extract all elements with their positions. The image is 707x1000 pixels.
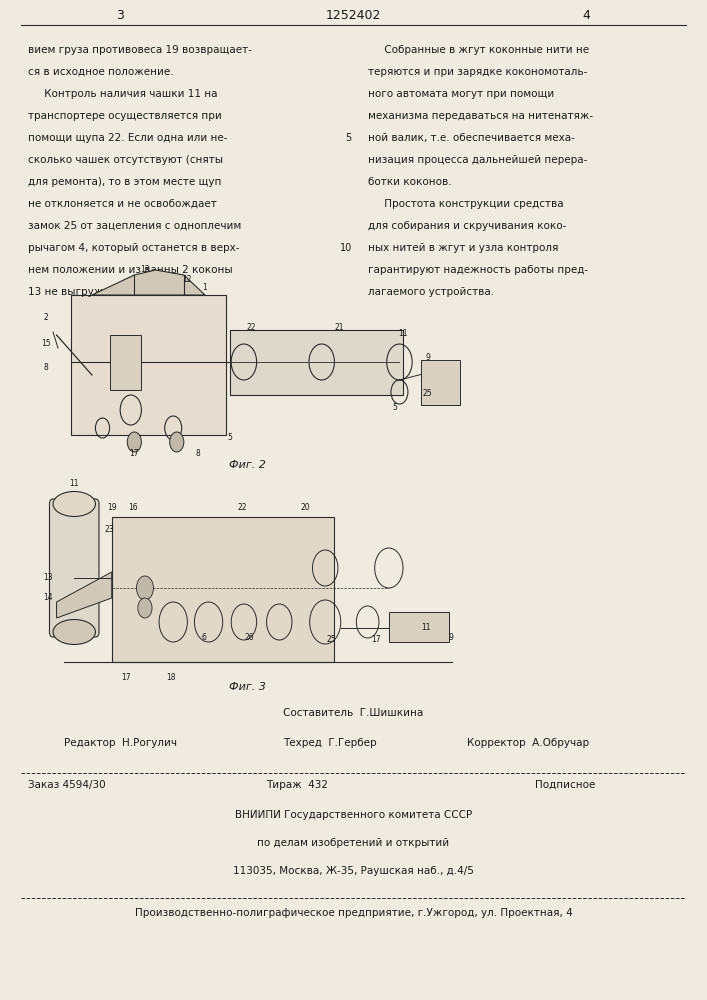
Text: Составитель  Г.Шишкина: Составитель Г.Шишкина (284, 708, 423, 718)
FancyBboxPatch shape (389, 612, 449, 642)
Text: 12: 12 (182, 275, 192, 284)
Text: 15: 15 (41, 338, 51, 348)
Text: рычагом 4, который останется в верх-: рычагом 4, который останется в верх- (28, 243, 240, 253)
Text: 20: 20 (300, 504, 310, 512)
Text: 13: 13 (43, 574, 53, 582)
FancyBboxPatch shape (230, 330, 403, 395)
Text: 2: 2 (44, 314, 48, 322)
Polygon shape (57, 572, 112, 618)
Text: 23: 23 (105, 526, 115, 534)
Text: 10: 10 (340, 243, 353, 253)
Text: 26: 26 (244, 634, 254, 643)
Text: замок 25 от зацепления с одноплечим: замок 25 от зацепления с одноплечим (28, 221, 242, 231)
Text: 16: 16 (128, 504, 138, 512)
Text: 17: 17 (371, 636, 381, 645)
Text: 5: 5 (228, 434, 232, 442)
Text: Тираж  432: Тираж 432 (266, 780, 328, 790)
Text: 11: 11 (421, 624, 431, 633)
Circle shape (138, 598, 152, 618)
Text: 11: 11 (69, 479, 79, 488)
Text: 5: 5 (392, 403, 397, 412)
Text: 25: 25 (326, 636, 336, 645)
Text: Фиг. 2: Фиг. 2 (229, 460, 266, 470)
Text: Производственно-полиграфическое предприятие, г.Ужгород, ул. Проектная, 4: Производственно-полиграфическое предприя… (134, 908, 573, 918)
Circle shape (127, 432, 141, 452)
Text: вием груза противовеса 19 возвращает-: вием груза противовеса 19 возвращает- (28, 45, 252, 55)
Text: Простота конструкции средства: Простота конструкции средства (368, 199, 563, 209)
Text: 21: 21 (334, 324, 344, 332)
Text: 8: 8 (44, 363, 48, 372)
Text: низация процесса дальнейшей перера-: низация процесса дальнейшей перера- (368, 155, 587, 165)
Text: 6: 6 (201, 634, 206, 643)
Text: 5: 5 (346, 133, 351, 143)
Text: 8: 8 (196, 448, 200, 458)
Polygon shape (92, 270, 205, 295)
Text: 13 не выгружаются.: 13 не выгружаются. (28, 287, 140, 297)
Text: 17: 17 (129, 448, 139, 458)
Text: сколько чашек отсутствуют (сняты: сколько чашек отсутствуют (сняты (28, 155, 223, 165)
Text: не отклоняется и не освобождает: не отклоняется и не освобождает (28, 199, 217, 209)
Text: ных нитей в жгут и узла контроля: ных нитей в жгут и узла контроля (368, 243, 558, 253)
Text: 113035, Москва, Ж-35, Раушская наб., д.4/5: 113035, Москва, Ж-35, Раушская наб., д.4… (233, 866, 474, 876)
Text: Контроль наличия чашки 11 на: Контроль наличия чашки 11 на (28, 89, 218, 99)
Text: ся в исходное положение.: ся в исходное положение. (28, 67, 174, 77)
Ellipse shape (53, 619, 95, 645)
Text: помощи щупа 22. Если одна или не-: помощи щупа 22. Если одна или не- (28, 133, 228, 143)
Text: 22: 22 (246, 324, 256, 332)
Text: 13: 13 (140, 265, 150, 274)
Text: ботки коконов.: ботки коконов. (368, 177, 451, 187)
Text: лагаемого устройства.: лагаемого устройства. (368, 287, 493, 297)
Text: 9: 9 (449, 634, 453, 643)
Text: Редактор  Н.Рогулич: Редактор Н.Рогулич (64, 738, 177, 748)
Text: для собирания и скручивания коко-: для собирания и скручивания коко- (368, 221, 566, 231)
Text: Фиг. 3: Фиг. 3 (229, 682, 266, 692)
Text: 22: 22 (237, 504, 247, 512)
Circle shape (170, 432, 184, 452)
FancyBboxPatch shape (112, 517, 334, 662)
Text: по делам изобретений и открытий: по делам изобретений и открытий (257, 838, 450, 848)
Text: Подписное: Подписное (535, 780, 596, 790)
Text: Корректор  А.Обручар: Корректор А.Обручар (467, 738, 589, 748)
Text: транспортере осуществляется при: транспортере осуществляется при (28, 111, 222, 121)
Text: 14: 14 (43, 593, 53, 602)
Text: механизма передаваться на нитенатяж-: механизма передаваться на нитенатяж- (368, 111, 592, 121)
Text: Техред  Г.Гербер: Техред Г.Гербер (283, 738, 376, 748)
Text: Собранные в жгут коконные нити не: Собранные в жгут коконные нити не (368, 45, 589, 55)
Text: гарантируют надежность работы пред-: гарантируют надежность работы пред- (368, 265, 588, 275)
FancyBboxPatch shape (71, 295, 226, 435)
Text: 19: 19 (107, 504, 117, 512)
Text: Заказ 4594/30: Заказ 4594/30 (28, 780, 106, 790)
Text: 11: 11 (398, 328, 408, 338)
Text: ного автомата могут при помощи: ного автомата могут при помощи (368, 89, 554, 99)
Circle shape (136, 576, 153, 600)
Text: ВНИИПИ Государственного комитета СССР: ВНИИПИ Государственного комитета СССР (235, 810, 472, 820)
Text: ной валик, т.е. обеспечивается меха-: ной валик, т.е. обеспечивается меха- (368, 133, 575, 143)
Text: для ремонта), то в этом месте щуп: для ремонта), то в этом месте щуп (28, 177, 222, 187)
Text: 1: 1 (203, 284, 207, 292)
Text: нем положении и из ванны 2 коконы: нем положении и из ванны 2 коконы (28, 265, 233, 275)
Text: теряются и при зарядке кокономоталь-: теряются и при зарядке кокономоталь- (368, 67, 587, 77)
Text: 9: 9 (426, 354, 430, 362)
Text: 25: 25 (423, 388, 433, 397)
Text: 17: 17 (121, 674, 131, 682)
FancyBboxPatch shape (110, 335, 141, 390)
FancyBboxPatch shape (49, 499, 99, 637)
Text: 4: 4 (583, 9, 591, 22)
Ellipse shape (53, 491, 95, 516)
Text: 1252402: 1252402 (326, 9, 381, 22)
Text: 18: 18 (166, 674, 176, 682)
FancyBboxPatch shape (421, 360, 460, 405)
Text: 3: 3 (116, 9, 124, 22)
